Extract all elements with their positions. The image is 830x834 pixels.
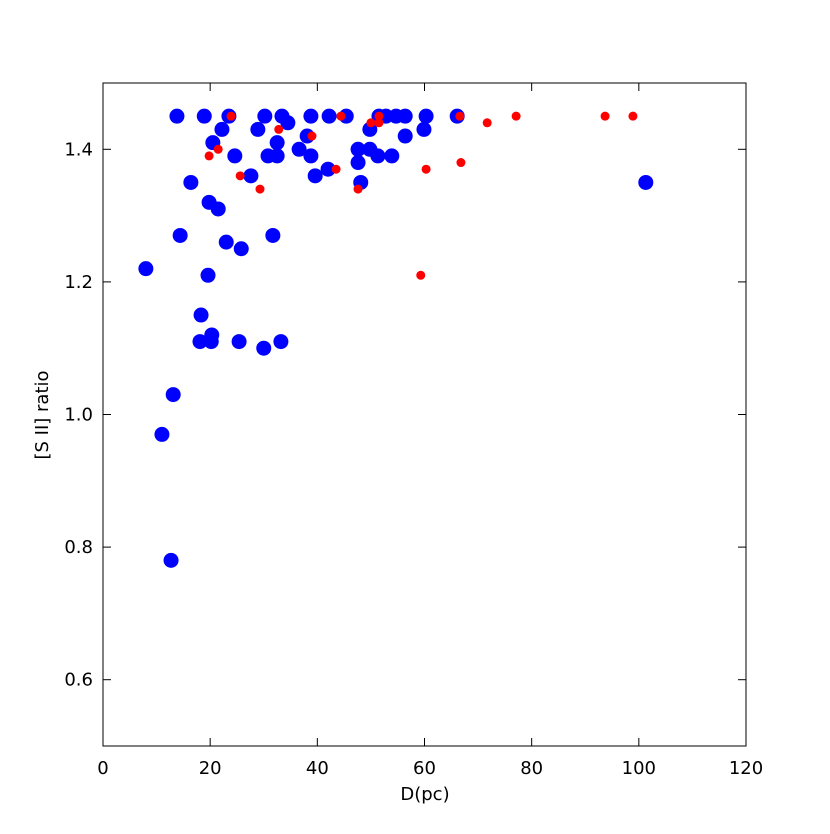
- point: [370, 148, 386, 164]
- point: [320, 161, 336, 177]
- point: [154, 426, 170, 442]
- point: [265, 227, 281, 243]
- y-axis-label: [S II] ratio: [32, 370, 53, 459]
- point: [227, 148, 243, 164]
- point: [165, 387, 181, 403]
- point: [169, 108, 185, 124]
- point: [172, 227, 188, 243]
- point: [273, 334, 289, 350]
- point: [397, 128, 413, 144]
- point: [269, 135, 285, 151]
- plot-frame: [102, 82, 747, 747]
- x-axis-label: D(pc): [400, 784, 449, 805]
- point: [196, 108, 212, 124]
- point: [138, 261, 154, 277]
- point: [231, 334, 247, 350]
- point: [303, 108, 319, 124]
- point: [374, 118, 384, 128]
- x-tick-label: 60: [413, 758, 436, 779]
- point: [257, 108, 273, 124]
- point: [511, 111, 521, 121]
- point: [421, 164, 431, 174]
- point: [200, 267, 216, 283]
- point: [255, 184, 265, 194]
- point: [397, 108, 413, 124]
- point: [307, 168, 323, 184]
- point: [353, 184, 363, 194]
- point: [243, 168, 259, 184]
- x-tick-label: 120: [729, 758, 763, 779]
- point: [274, 124, 284, 134]
- point: [203, 334, 219, 350]
- y-tick-label: 0.8: [64, 537, 93, 558]
- point: [336, 111, 346, 121]
- point: [256, 340, 272, 356]
- point: [204, 151, 214, 161]
- point: [218, 234, 234, 250]
- y-tick-label: 1.2: [64, 272, 93, 293]
- point: [384, 148, 400, 164]
- point: [235, 171, 245, 181]
- point: [321, 108, 337, 124]
- point: [638, 174, 654, 190]
- point: [307, 131, 317, 141]
- point: [291, 141, 307, 157]
- point: [331, 164, 341, 174]
- y-tick-label: 1.0: [64, 405, 93, 426]
- point: [418, 108, 434, 124]
- point: [303, 148, 319, 164]
- x-tick-label: 20: [199, 758, 222, 779]
- point: [366, 118, 376, 128]
- point: [192, 334, 208, 350]
- point: [456, 158, 466, 168]
- x-tick-label: 80: [520, 758, 543, 779]
- point: [628, 111, 638, 121]
- point: [416, 121, 432, 137]
- point: [350, 155, 366, 171]
- y-tick-label: 1.4: [64, 139, 93, 160]
- point: [210, 201, 226, 217]
- point: [455, 111, 465, 121]
- point: [193, 307, 209, 323]
- x-tick-label: 40: [306, 758, 329, 779]
- point: [183, 174, 199, 190]
- x-tick-label: 0: [97, 758, 108, 779]
- point: [416, 270, 426, 280]
- point: [269, 148, 285, 164]
- point: [213, 144, 223, 154]
- x-tick-label: 100: [622, 758, 656, 779]
- point: [600, 111, 610, 121]
- point: [214, 121, 230, 137]
- point: [250, 121, 266, 137]
- point: [350, 141, 366, 157]
- point: [163, 552, 179, 568]
- point: [233, 241, 249, 257]
- point: [482, 118, 492, 128]
- point: [226, 111, 236, 121]
- point: [374, 111, 384, 121]
- point: [280, 115, 296, 131]
- y-tick-label: 0.6: [64, 670, 93, 691]
